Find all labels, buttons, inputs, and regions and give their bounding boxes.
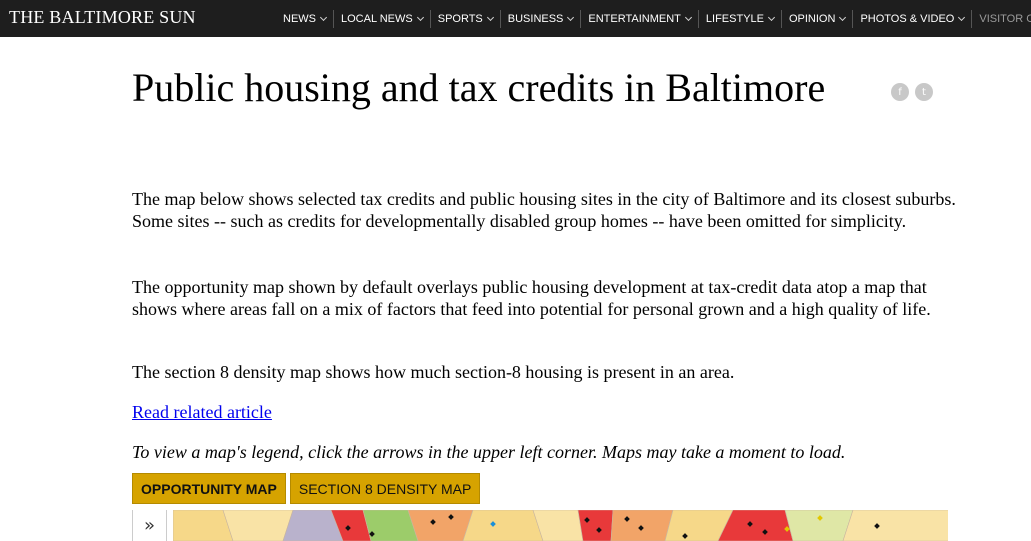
housing-site-marker — [490, 521, 496, 527]
nav-item-label: OPINION — [788, 12, 836, 25]
nav-item-visitor-center[interactable]: VISITOR CENTER — [972, 10, 1031, 28]
nav-item-sports[interactable]: SPORTS — [431, 9, 501, 28]
site-logo[interactable]: THE BALTIMORE SUN — [9, 7, 196, 27]
housing-site-marker — [369, 531, 375, 537]
nav-item-entertainment[interactable]: ENTERTAINMENT — [581, 9, 699, 28]
map-region — [664, 510, 734, 541]
section8-paragraph: The section 8 density map shows how much… — [132, 362, 735, 382]
map-region — [462, 510, 544, 541]
chevron-down-icon — [319, 13, 328, 21]
chevron-down-icon — [486, 13, 494, 21]
housing-site-marker — [345, 525, 351, 531]
tab-opportunity-map[interactable]: OPPORTUNITY MAP — [132, 473, 286, 504]
map-region — [532, 510, 584, 541]
chevron-down-icon — [684, 13, 692, 21]
map-region — [407, 510, 474, 541]
page-title: Public housing and tax credits in Baltim… — [132, 65, 826, 110]
map-viewport[interactable]: » — [132, 510, 948, 541]
nav-item-lifestyle[interactable]: LIFESTYLE — [699, 9, 782, 28]
nav-item-business[interactable]: BUSINESS — [501, 9, 582, 28]
map-canvas[interactable] — [173, 510, 948, 541]
map-legend-hint: To view a map's legend, click the arrows… — [132, 442, 846, 462]
map-region — [784, 510, 854, 541]
nav-item-label: LIFESTYLE — [705, 12, 764, 25]
housing-site-marker — [430, 519, 436, 525]
chevron-down-icon — [567, 13, 575, 21]
map-region — [577, 510, 614, 541]
nav-item-label: BUSINESS — [507, 12, 564, 25]
nav-item-label: NEWS — [283, 12, 316, 25]
tab-section8-density-map[interactable]: SECTION 8 DENSITY MAP — [289, 473, 481, 504]
map-tabs: OPPORTUNITY MAP SECTION 8 DENSITY MAP — [132, 473, 481, 504]
map-region — [610, 510, 674, 541]
nav-item-label: ENTERTAINMENT — [588, 12, 681, 25]
chevron-down-icon — [416, 13, 424, 21]
map-region — [842, 510, 948, 541]
housing-site-marker — [817, 515, 823, 521]
map-region — [282, 510, 344, 541]
housing-site-marker — [638, 525, 644, 531]
facebook-share-icon[interactable]: f — [891, 83, 909, 101]
related-article-link[interactable]: Read related article — [132, 402, 272, 422]
housing-site-marker — [784, 526, 790, 532]
housing-site-marker — [874, 523, 880, 529]
map-region — [330, 510, 372, 541]
nav-item-news[interactable]: NEWS — [276, 9, 334, 28]
housing-site-marker — [762, 529, 768, 535]
main-nav: NEWS LOCAL NEWS SPORTS BUSINESS ENTERTAINMEN… — [276, 0, 1031, 37]
housing-site-marker — [584, 517, 590, 523]
intro-paragraph: The map below shows selected tax credits… — [132, 189, 956, 231]
top-navigation-bar: THE BALTIMORE SUN NEWS LOCAL NEWS SPORTS BU… — [0, 0, 1031, 37]
housing-site-marker — [596, 527, 602, 533]
map-region — [717, 510, 794, 541]
nav-item-photos-video[interactable]: PHOTOS & VIDEO — [853, 9, 973, 28]
chevron-down-icon — [839, 13, 847, 21]
chevron-down-icon — [767, 13, 776, 21]
map-region — [173, 510, 234, 541]
nav-item-local-news[interactable]: LOCAL NEWS — [334, 9, 431, 28]
opportunity-paragraph: The opportunity map shown by default ove… — [132, 277, 931, 319]
map-region — [362, 510, 419, 541]
nav-item-label: PHOTOS & VIDEO — [860, 12, 955, 25]
housing-site-marker — [747, 521, 753, 527]
housing-site-marker — [624, 516, 630, 522]
nav-item-label: SPORTS — [437, 12, 483, 25]
nav-item-opinion[interactable]: OPINION — [782, 9, 854, 28]
legend-toggle-icon[interactable]: » — [133, 510, 167, 541]
chevron-down-icon — [958, 13, 966, 21]
twitter-share-icon[interactable]: t — [915, 83, 933, 101]
housing-site-marker — [682, 533, 688, 539]
map-region — [222, 510, 294, 541]
nav-item-label: VISITOR CENTER — [979, 12, 1031, 25]
nav-item-label: LOCAL NEWS — [341, 12, 413, 25]
share-buttons: f t — [891, 83, 933, 101]
housing-site-marker — [448, 514, 454, 520]
